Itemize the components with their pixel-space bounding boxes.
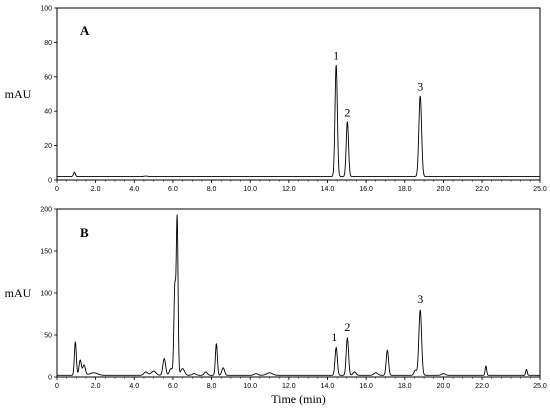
panel-label: B [80,225,89,240]
x-tick-label: 20.0 [437,186,451,193]
x-axis-title: Time (min) [271,392,326,406]
x-tick-label: 22.0 [475,186,489,193]
plot-frame [56,7,541,181]
chromatogram-trace [57,64,540,178]
y-tick-label: 100 [40,291,52,298]
x-tick-label: 6.0 [168,186,178,193]
peak-label-2: 2 [344,320,350,334]
x-tick-label: 10.0 [243,383,257,390]
x-tick-label: 25.0 [533,383,547,390]
y-tick-label: 40 [44,109,52,116]
y-tick-label: 150 [40,249,52,256]
y-tick-label: 20 [44,143,52,150]
x-tick-label: 0 [55,383,59,390]
x-tick-label: 4.0 [129,383,139,390]
x-tick-label: 6.0 [168,383,178,390]
x-tick-label: 14.0 [321,383,335,390]
y-axis-title: mAU [5,286,32,300]
y-tick-label: 50 [44,333,52,340]
x-tick-label: 10.0 [243,186,257,193]
x-tick-label: 8.0 [207,383,217,390]
y-axis-title: mAU [5,87,32,101]
x-tick-label: 20.0 [437,383,451,390]
peak-label-1: 1 [333,49,339,63]
x-tick-label: 4.0 [129,186,139,193]
x-tick-label: 25.0 [533,186,547,193]
x-tick-label: 2.0 [91,383,101,390]
x-tick-label: 14.0 [321,186,335,193]
x-tick-label: 18.0 [398,383,412,390]
x-tick-label: 16.0 [359,383,373,390]
y-tick-label: 100 [40,6,52,13]
x-tick-label: 18.0 [398,186,412,193]
x-tick-label: 22.0 [475,383,489,390]
x-tick-label: 16.0 [359,186,373,193]
x-tick-label: 12.0 [282,383,296,390]
y-tick-label: 80 [44,40,52,47]
y-tick-label: 200 [40,207,52,214]
x-tick-label: 12.0 [282,186,296,193]
peak-label-2: 2 [344,105,350,119]
x-tick-label: 0 [55,186,59,193]
chromatogram-panel-a: 0 2.0 4.0 6.0 8.0 10.0 12.0 14.0 16.0 18.0 20.0 22.… [5,6,547,194]
y-tick-label: 60 [44,74,52,81]
panel-label: A [80,23,90,38]
chromatogram-panel-b: 0 2.0 4.0 6.0 8.0 10.0 12.0 14.0 16.0 18.0 20.0 22.… [5,207,547,407]
y-tick-label: 0 [48,375,52,382]
peak-label-3: 3 [417,292,423,306]
y-tick-label: 0 [48,178,52,185]
plot-frame [56,208,541,378]
x-tick-label: 2.0 [91,186,101,193]
chromatogram-trace [57,214,540,376]
peak-label-3: 3 [417,80,423,94]
peak-label-1: 1 [331,330,337,344]
x-tick-label: 8.0 [207,186,217,193]
